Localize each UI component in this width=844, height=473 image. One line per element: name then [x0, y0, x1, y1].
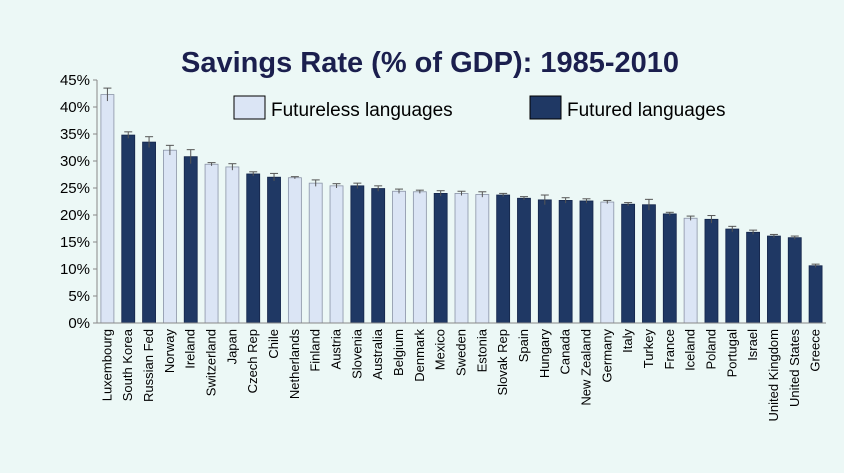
x-tick-label: Netherlands	[287, 329, 302, 400]
x-axis-labels: Luxembourg South Korea Russian Fed Norway Ir…	[99, 328, 822, 421]
bar	[642, 204, 656, 324]
x-tick-label: Poland	[703, 329, 718, 369]
bar	[308, 182, 323, 324]
bar	[579, 200, 594, 324]
x-tick-label: Estonia	[474, 328, 489, 372]
bar	[683, 217, 698, 324]
y-tick-label: 5%	[68, 288, 90, 305]
bar	[725, 228, 740, 324]
x-tick-label: Spain	[516, 329, 531, 362]
y-tick-label: 30%	[60, 153, 90, 170]
bar	[371, 188, 386, 324]
x-tick-label: Ireland	[183, 329, 198, 369]
bar	[662, 213, 677, 324]
bar	[558, 200, 573, 324]
legend-label-futured: Futured languages	[567, 100, 725, 121]
x-tick-label: Switzerland	[204, 329, 219, 396]
bar	[162, 149, 177, 324]
bar	[267, 176, 281, 324]
x-tick-label: Mexico	[433, 329, 448, 370]
x-tick-label: Israel	[745, 329, 760, 361]
bar	[350, 185, 365, 324]
y-tick-label: 40%	[60, 99, 90, 116]
bar	[412, 191, 427, 324]
bar	[600, 201, 615, 324]
legend: Futureless languages Futured languages	[233, 95, 725, 121]
bar	[787, 237, 802, 324]
x-tick-label: Portugal	[724, 329, 739, 378]
x-tick-label: Greece	[808, 329, 823, 372]
x-tick-label: Canada	[558, 328, 573, 374]
x-tick-label: South Korea	[120, 328, 135, 401]
bar	[246, 173, 261, 324]
x-tick-label: Russian Fed	[141, 329, 156, 402]
y-tick-label: 35%	[60, 126, 90, 143]
bar	[329, 185, 344, 324]
y-tick-label: 15%	[60, 234, 90, 251]
bar	[621, 203, 636, 324]
y-tick-label: 25%	[60, 180, 90, 197]
bar	[142, 141, 156, 324]
bar	[225, 166, 240, 324]
x-tick-label: Italy	[620, 329, 635, 353]
x-tick-label: Iceland	[683, 329, 698, 371]
y-tick-label: 10%	[60, 261, 90, 278]
x-tick-label: France	[662, 329, 677, 369]
y-tick-label: 45%	[60, 72, 90, 89]
chart-title: Savings Rate (% of GDP): 1985-2010	[181, 47, 679, 79]
x-tick-label: New Zealand	[578, 329, 593, 406]
bar	[100, 94, 115, 324]
y-tick-label: 0%	[68, 315, 90, 332]
x-tick-label: Belgium	[391, 329, 406, 376]
y-tick-label: 20%	[60, 207, 90, 224]
error-bars-group	[103, 87, 820, 268]
bar	[496, 194, 511, 324]
bar	[517, 197, 531, 324]
x-tick-label: Turkey	[641, 329, 656, 369]
x-tick-label: Luxembourg	[99, 329, 114, 401]
x-tick-label: Finland	[308, 329, 323, 372]
x-tick-label: Germany	[599, 329, 614, 383]
x-tick-label: Japan	[224, 329, 239, 364]
bar	[121, 134, 136, 324]
bar	[204, 163, 219, 324]
x-tick-label: Slovak Rep	[495, 329, 510, 395]
legend-swatch-futured	[529, 95, 562, 120]
x-tick-label: United States	[787, 329, 802, 408]
bar	[392, 190, 406, 324]
bar	[746, 231, 760, 324]
bar	[475, 194, 490, 324]
x-tick-label: Austria	[329, 328, 344, 369]
x-tick-label: Denmark	[412, 329, 427, 382]
bar	[704, 218, 719, 324]
bars-group	[100, 94, 823, 324]
bar	[767, 235, 781, 324]
bar	[808, 265, 823, 324]
x-tick-label: United Kingdom	[766, 329, 781, 422]
x-tick-label: Australia	[370, 328, 385, 379]
x-tick-label: Hungary	[537, 329, 552, 379]
x-tick-label: Norway	[162, 329, 177, 374]
bar	[287, 177, 302, 324]
x-tick-label: Sweden	[454, 329, 469, 376]
bar	[537, 199, 552, 324]
x-tick-label: Czech Rep	[245, 329, 260, 393]
bar	[454, 192, 469, 324]
legend-label-futureless: Futureless languages	[271, 100, 453, 121]
x-tick-label: Chile	[266, 329, 281, 359]
x-tick-label: Slovenia	[349, 328, 364, 379]
y-axis: 0% 5% 10% 15% 20% 25% 30% 35% 40% 45%	[60, 72, 826, 332]
bar	[183, 156, 198, 324]
bar	[433, 192, 448, 324]
legend-swatch-futureless	[233, 95, 266, 120]
